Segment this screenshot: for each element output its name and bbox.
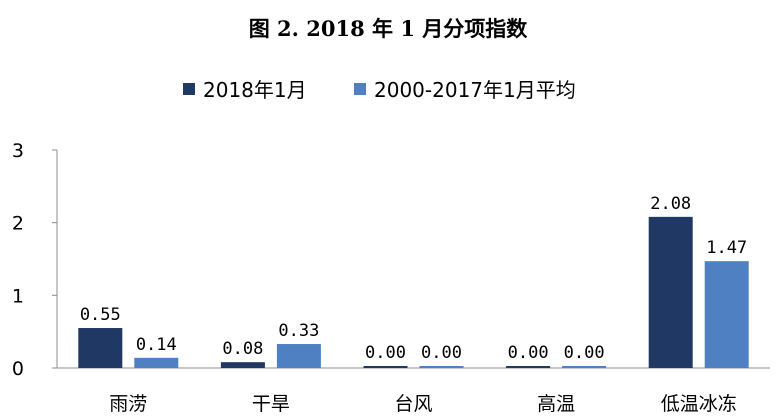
bar xyxy=(562,366,607,368)
data-label: 0.00 xyxy=(365,343,406,363)
legend-label: 2000-2017年1月平均 xyxy=(374,78,576,102)
y-tick-label: 1 xyxy=(12,285,24,307)
bar xyxy=(648,216,693,368)
data-label: 0.33 xyxy=(278,321,319,341)
category-label: 高温 xyxy=(537,393,575,415)
data-label: 2.08 xyxy=(650,194,691,214)
legend-swatch xyxy=(183,83,195,95)
chart-title: 图 2. 2018 年 1 月分项指数 xyxy=(249,16,529,41)
data-label: 0.00 xyxy=(421,343,462,363)
data-label: 0.00 xyxy=(564,343,605,363)
data-labels: 0.55 0.14 0.08 0.33 0.00 0.00 0.00 0.00 2.08 1.47 xyxy=(80,194,747,363)
axes: 0 1 2 3 雨涝 干旱 台风 高温 低温冰冻 xyxy=(12,140,770,415)
category-label: 雨涝 xyxy=(109,393,147,415)
bar xyxy=(363,366,408,368)
bar xyxy=(704,261,749,368)
data-label: 0.14 xyxy=(136,335,177,355)
data-label: 0.00 xyxy=(508,343,549,363)
category-label: 台风 xyxy=(394,393,432,415)
bar xyxy=(419,366,464,368)
category-label: 干旱 xyxy=(252,393,290,415)
bars xyxy=(78,216,749,368)
y-tick-label: 0 xyxy=(12,358,24,380)
category-label: 低温冰冻 xyxy=(661,393,737,415)
bar xyxy=(134,357,179,368)
legend-label: 2018年1月 xyxy=(203,78,307,102)
y-tick-label: 2 xyxy=(12,213,24,235)
data-label: 1.47 xyxy=(706,238,747,258)
data-label: 0.55 xyxy=(80,305,121,325)
bar xyxy=(506,366,551,368)
legend-swatch xyxy=(354,83,366,95)
bar xyxy=(220,362,265,368)
bar xyxy=(276,344,321,368)
y-tick-label: 3 xyxy=(12,140,24,162)
legend: 2018年1月 2000-2017年1月平均 xyxy=(183,78,576,102)
bar xyxy=(78,328,123,368)
data-label: 0.08 xyxy=(222,339,263,359)
